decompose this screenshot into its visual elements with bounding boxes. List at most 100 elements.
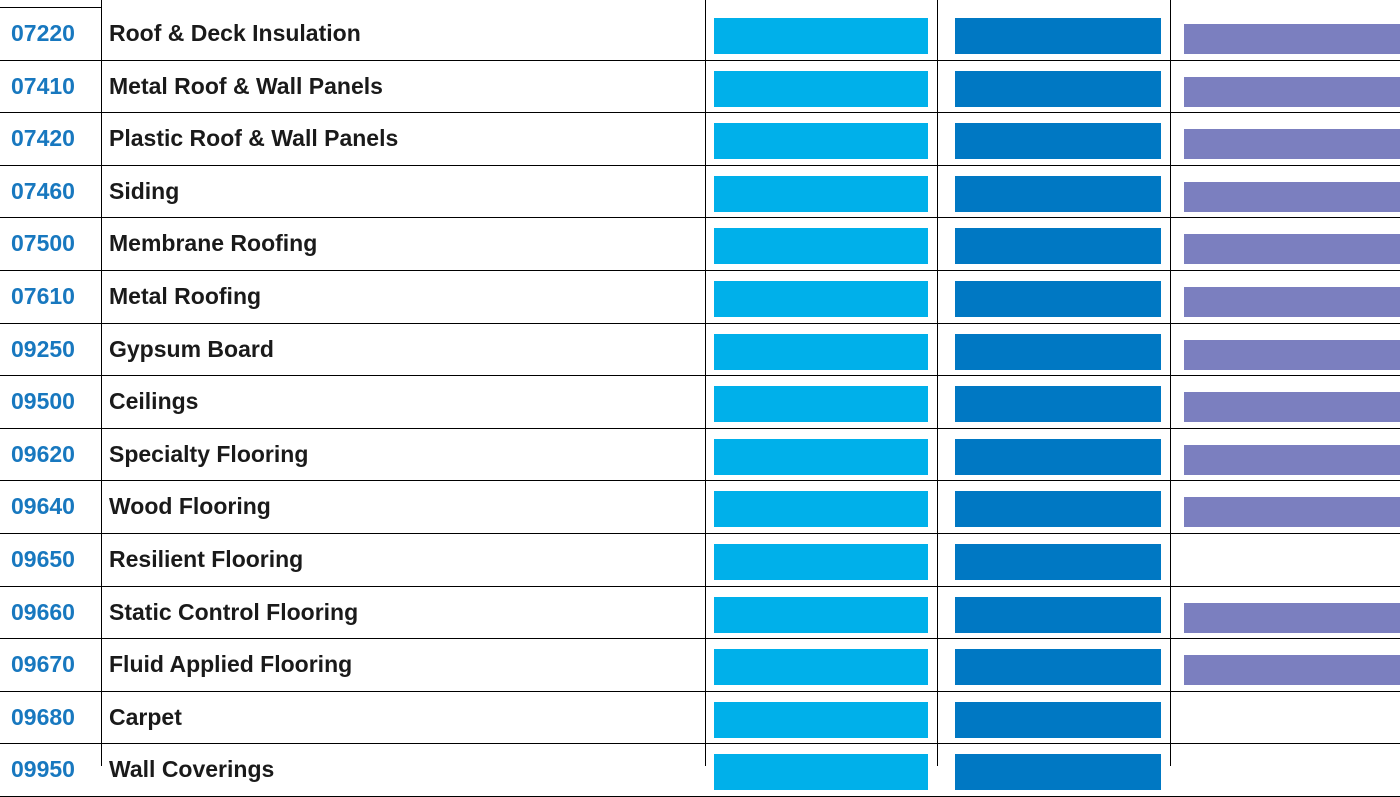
table-row: 07500 Membrane Roofing xyxy=(0,217,1400,269)
section-code: 09670 xyxy=(11,651,75,678)
table-row: 07460 Siding xyxy=(0,165,1400,217)
table-row: 07220 Roof & Deck Insulation xyxy=(0,7,1400,59)
column-2-bar xyxy=(955,544,1161,580)
table-row: 07610 Metal Roofing xyxy=(0,270,1400,322)
column-1-bar xyxy=(714,281,928,317)
column-1-divider xyxy=(937,0,938,766)
row-divider xyxy=(0,428,1400,429)
table-row: 07420 Plastic Roof & Wall Panels xyxy=(0,112,1400,164)
column-1-bar xyxy=(714,18,928,54)
column-1-bar xyxy=(714,544,928,580)
section-name: Membrane Roofing xyxy=(109,230,318,257)
row-divider xyxy=(0,480,1400,481)
section-code: 07410 xyxy=(11,72,75,99)
section-name: Carpet xyxy=(109,703,182,730)
table-row: 09250 Gypsum Board xyxy=(0,323,1400,375)
column-1-bar xyxy=(714,649,928,686)
section-name: Siding xyxy=(109,177,180,204)
section-name: Resilient Flooring xyxy=(109,546,304,572)
column-3-bar xyxy=(1184,287,1400,317)
row-divider xyxy=(0,586,1400,587)
row-divider xyxy=(0,270,1400,271)
column-2-bar xyxy=(955,175,1161,212)
row-divider xyxy=(0,743,1400,744)
row-divider xyxy=(0,375,1400,376)
column-1-bar xyxy=(714,123,928,160)
row-divider xyxy=(0,533,1400,534)
column-3-bar xyxy=(1184,234,1400,265)
row-divider xyxy=(0,165,1400,166)
column-2-bar xyxy=(955,123,1161,160)
row-divider xyxy=(0,60,1400,61)
column-3-bar xyxy=(1184,497,1400,528)
column-3-bar xyxy=(1184,444,1400,475)
name-column-divider xyxy=(705,0,706,766)
section-code: 09650 xyxy=(11,546,75,572)
section-code: 07610 xyxy=(11,283,75,309)
column-3-bar xyxy=(1184,655,1400,686)
section-name: Ceilings xyxy=(109,388,199,415)
section-name: Metal Roof & Wall Panels xyxy=(109,72,383,99)
table-row: 09670 Fluid Applied Flooring xyxy=(0,638,1400,690)
column-2-bar xyxy=(955,754,1161,791)
column-2-bar xyxy=(955,333,1161,370)
column-2-bar xyxy=(955,386,1161,423)
column-2-bar xyxy=(955,649,1161,686)
column-2-bar xyxy=(955,491,1161,528)
section-code: 09250 xyxy=(11,335,75,362)
column-1-bar xyxy=(714,386,928,423)
section-code: 09950 xyxy=(11,756,75,783)
column-3-bar xyxy=(1184,76,1400,107)
row-divider xyxy=(0,7,101,8)
section-name: Metal Roofing xyxy=(109,283,262,309)
table-row: 09680 Carpet xyxy=(0,691,1400,743)
section-name: Plastic Roof & Wall Panels xyxy=(109,125,399,152)
column-1-bar xyxy=(714,228,928,265)
row-divider xyxy=(0,112,1400,113)
column-2-divider xyxy=(1170,0,1171,766)
column-1-bar xyxy=(714,491,928,528)
column-2-bar xyxy=(955,596,1161,633)
column-2-bar xyxy=(955,438,1161,475)
section-name: Roof & Deck Insulation xyxy=(109,20,361,46)
column-2-bar xyxy=(955,281,1161,317)
section-code: 07460 xyxy=(11,177,75,204)
section-name: Gypsum Board xyxy=(109,335,274,362)
table-row: 09950 Wall Coverings xyxy=(0,743,1400,795)
column-1-bar xyxy=(714,70,928,107)
column-3-bar xyxy=(1184,339,1400,370)
column-2-bar xyxy=(955,228,1161,265)
section-code: 09500 xyxy=(11,388,75,415)
table-row: 09660 Static Control Flooring xyxy=(0,586,1400,638)
column-1-bar xyxy=(714,438,928,475)
table-row: 09620 Specialty Flooring xyxy=(0,428,1400,480)
column-1-bar xyxy=(714,754,928,791)
table-row: 09640 Wood Flooring xyxy=(0,480,1400,532)
section-name: Wall Coverings xyxy=(109,756,275,783)
table-row: 09500 Ceilings xyxy=(0,375,1400,427)
code-column-divider xyxy=(101,0,102,766)
column-3-bar xyxy=(1184,181,1400,212)
column-2-bar xyxy=(955,701,1161,738)
column-2-bar xyxy=(955,18,1161,54)
column-3-bar xyxy=(1184,392,1400,423)
section-code: 09680 xyxy=(11,703,75,730)
section-name: Fluid Applied Flooring xyxy=(109,651,353,678)
section-code: 09640 xyxy=(11,493,75,520)
row-divider xyxy=(0,691,1400,692)
section-name: Wood Flooring xyxy=(109,493,271,520)
section-code: 09660 xyxy=(11,598,75,625)
section-code: 07500 xyxy=(11,230,75,257)
row-divider xyxy=(0,217,1400,218)
column-1-bar xyxy=(714,596,928,633)
section-code: 09620 xyxy=(11,440,75,467)
section-code: 07220 xyxy=(11,20,75,46)
column-3-bar xyxy=(1184,602,1400,633)
column-1-bar xyxy=(714,701,928,738)
section-name: Specialty Flooring xyxy=(109,440,309,467)
table-row: 09650 Resilient Flooring xyxy=(0,533,1400,585)
column-2-bar xyxy=(955,70,1161,107)
table-row: 07410 Metal Roof & Wall Panels xyxy=(0,60,1400,112)
section-code: 07420 xyxy=(11,125,75,152)
